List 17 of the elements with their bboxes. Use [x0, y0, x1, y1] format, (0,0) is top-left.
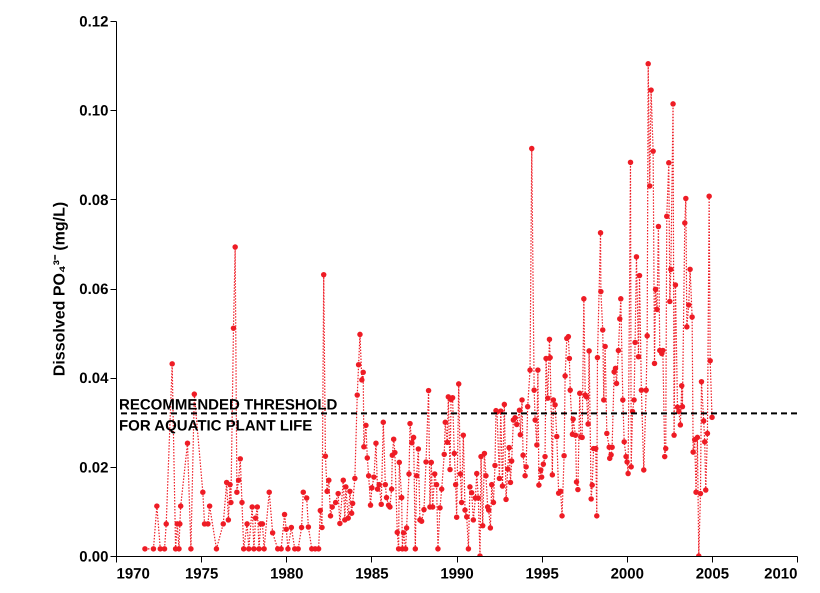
x-tick-label: 1970 — [116, 566, 150, 582]
y-tick-label: 0.06 — [79, 281, 108, 298]
y-tick-label: 0.04 — [79, 370, 110, 388]
x-tick-label: 2000 — [610, 566, 644, 582]
y-tick-label: 0.12 — [79, 14, 108, 30]
x-tick-label: 1990 — [440, 566, 474, 582]
x-tick-label: 2005 — [696, 566, 730, 582]
x-tick-label: 1980 — [270, 566, 304, 582]
x-tick-label: 2010 — [764, 566, 798, 582]
y-tick-label: 0.00 — [79, 548, 108, 566]
x-tick-label: 1995 — [525, 566, 559, 582]
y-tick-label: 0.02 — [79, 459, 108, 476]
y-tick-label: 0.08 — [79, 192, 108, 209]
x-tick-label: 1975 — [184, 566, 218, 582]
x-tick-label: 1985 — [355, 566, 389, 582]
y-axis-title: Dissolved PO₄³⁻ (mg/L) — [51, 202, 68, 376]
y-tick-label: 0.10 — [79, 102, 108, 120]
